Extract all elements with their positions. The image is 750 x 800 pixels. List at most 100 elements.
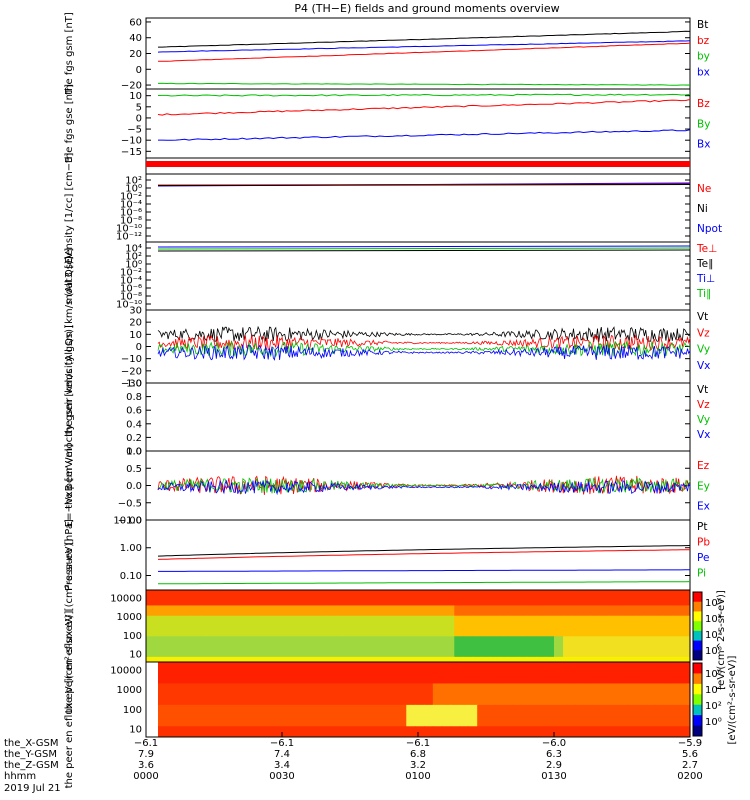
y-axis-label: Density [1/cc] [cm−3] [64,153,75,264]
heatmap-cell [415,667,425,674]
heatmap-cell [503,667,514,674]
heatmap-cell [581,620,591,627]
heatmap-cell [164,615,174,622]
heatmap-cell [441,720,452,727]
heatmap-cell [237,704,248,711]
heatmap-cell [477,704,487,711]
heatmap-cell [554,600,564,606]
heatmap-cell [388,694,398,700]
heatmap-cell [336,646,346,653]
series-bx [157,40,691,53]
heatmap-cell [644,626,655,632]
heatmap-cell [544,600,555,606]
heatmap-cell [291,626,301,632]
heatmap-cell [246,720,257,727]
heatmap-cell [335,715,345,722]
heatmap-cell [512,699,523,706]
heatmap-cell [581,615,591,622]
heatmap-cell [254,615,265,622]
heatmap-cell [539,699,549,706]
heatmap-cell [663,688,673,695]
heatmap-cell [572,656,582,663]
heatmap-cell [526,610,537,617]
y-tick-label: 0.10 [120,571,142,582]
heatmap-cell [182,595,192,601]
heatmap-cell [663,672,673,679]
heatmap-cell [503,715,514,722]
heatmap-cell [450,731,460,738]
heatmap-cell [220,726,230,733]
heatmap-cell [399,646,410,653]
heatmap-cell [408,595,419,601]
heatmap-cell [557,678,567,684]
heatmap-cell [681,726,691,733]
heatmap-cell [521,662,531,668]
heatmap-cell [344,672,354,679]
heatmap-cell [182,646,192,653]
heatmap-cell [490,595,501,601]
heatmap-cell [264,699,274,706]
heatmap-cell [436,651,446,658]
heatmap-cell [463,610,473,617]
heatmap-cell [590,631,600,637]
heatmap-cell [220,694,230,700]
heatmap-cell [512,672,523,679]
heatmap-cell [494,688,505,695]
heatmap-cell [184,672,194,679]
heatmap-cell [291,683,301,690]
heatmap-cell [282,626,292,632]
heatmap-cell [557,672,567,679]
heatmap-cell [499,590,510,596]
heatmap-cell [327,620,337,627]
heatmap-cell [361,688,372,695]
heatmap-cell [308,694,319,700]
heatmap-cell [450,662,460,668]
heatmap-cell [508,636,519,642]
heatmap-cell [318,636,328,642]
heatmap-cell [291,641,301,648]
heatmap-cell [309,615,319,622]
heatmap-cell [477,710,487,717]
heatmap-cell [237,726,248,733]
heatmap-cell [441,678,452,684]
heatmap-cell [372,590,383,596]
colorbar-label: 10⁶ [705,669,722,680]
heatmap-cell [155,646,165,653]
heatmap-cell [353,731,363,738]
heatmap-cell [672,731,682,738]
colorbar-segment [693,630,702,642]
heatmap-cell [418,600,428,606]
heatmap-cell [336,615,346,622]
legend-Pe: Pe [697,552,709,564]
heatmap-cell [173,595,183,601]
heatmap-cell [282,672,292,679]
heatmap-cell [424,688,434,695]
heatmap-cell [441,667,452,674]
heatmap-cell [344,694,354,700]
heatmap-cell [626,651,637,658]
heatmap-cell [236,631,247,637]
heatmap-cell [166,683,177,690]
heatmap-cell [263,595,274,601]
colorbar-label: 10⁰ [705,717,722,728]
heatmap-cell [164,610,174,617]
heatmap-cell [345,636,356,642]
heatmap-cell [463,651,473,658]
heatmap-cell [608,590,618,596]
legend-Bz: Bz [697,98,710,110]
quality-flag-band [146,161,690,167]
heatmap-cell [354,646,365,653]
heatmap-cell [486,678,496,684]
heatmap-cell [200,620,210,627]
heatmap-cell [490,641,501,648]
heatmap-cell [486,710,496,717]
heatmap-cell [291,636,301,642]
heatmap-cell [494,720,505,727]
heatmap-cell [317,726,327,733]
y-tick-label: 10⁰ [125,260,142,271]
heatmap-cell [530,699,540,706]
heatmap-cell [427,631,437,637]
heatmap-cell [308,662,319,668]
